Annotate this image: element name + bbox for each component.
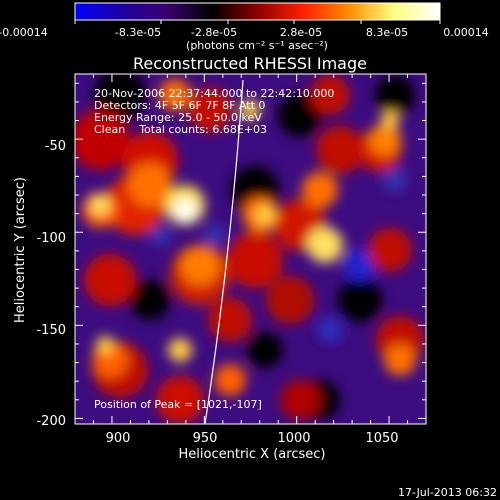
x-tick-label: 900 <box>106 431 131 446</box>
colorbar-tick-label: 2.8e-05 <box>280 26 322 39</box>
solar-limb <box>204 79 244 424</box>
info-line-detectors: Detectors: 4F 5F 6F 7F 8F Att 0 <box>94 99 265 112</box>
x-tick-label: 1050 <box>365 431 398 446</box>
y-tick-label: -50 <box>45 139 66 154</box>
x-axis-title: Heliocentric X (arcsec) <box>179 447 326 462</box>
colorbar-tick-label: 8.3e-05 <box>366 26 408 39</box>
plot-frame <box>74 73 427 425</box>
colorbar-tick-label: -8.3e-05 <box>115 26 161 39</box>
image-map <box>75 74 426 424</box>
axis-ticks <box>74 74 427 424</box>
image-title: Reconstructed RHESSI Image <box>133 54 367 73</box>
y-tick-label: -150 <box>36 323 66 338</box>
x-tick-label: 1000 <box>277 431 310 446</box>
y-tick-label: -100 <box>36 231 66 246</box>
info-line-counts: Clean Total counts: 6.68E+03 <box>94 123 267 136</box>
x-tick-label: 950 <box>193 431 218 446</box>
info-line-time: 20-Nov-2006 22:37:44.000 to 22:42:10.000 <box>94 87 334 100</box>
colorbar-unit-label: (photons cm⁻² s⁻¹ asec⁻²) <box>186 39 328 52</box>
info-line-energy: Energy Range: 25.0 - 50.0 keV <box>94 111 262 124</box>
footer-timestamp: 17-Jul-2013 06:32 <box>398 486 497 499</box>
y-tick-label: -200 <box>36 414 66 429</box>
peak-position-label: Position of Peak = [1021,-107] <box>94 398 262 411</box>
colorbar-tick-label: 0.00014 <box>443 26 489 39</box>
y-axis-title: Heliocentric Y (arcsec) <box>13 177 28 323</box>
colorbar-tick-label: -0.00014 <box>0 26 48 39</box>
colorbar-ticks <box>74 20 441 24</box>
colorbar <box>74 2 441 21</box>
colorbar-tick-label: -2.8e-05 <box>191 26 237 39</box>
